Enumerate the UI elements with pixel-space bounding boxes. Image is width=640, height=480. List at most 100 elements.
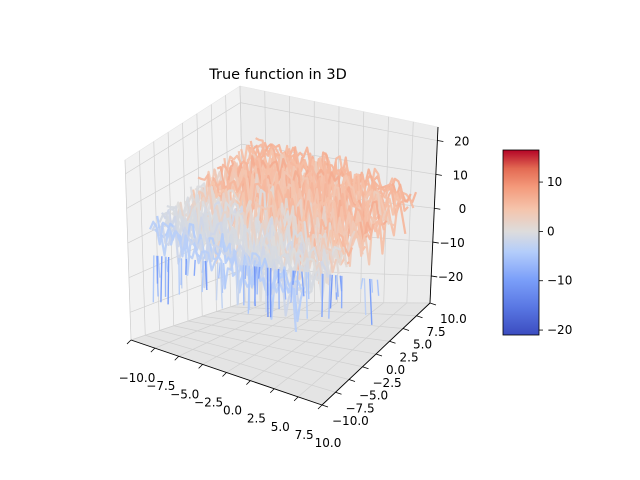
x-axis-tick-label: −2.5 xyxy=(194,395,223,409)
y-axis-tick-label: 7.5 xyxy=(427,325,446,339)
surface-strand xyxy=(152,255,155,303)
y-axis-tick-label: −7.5 xyxy=(346,401,375,415)
surface-strand xyxy=(321,273,324,318)
y-axis-tick-label: −10.0 xyxy=(332,414,369,428)
colorbar-tick-label: 0 xyxy=(547,224,555,238)
surface-strand xyxy=(370,279,374,293)
surface-strand xyxy=(151,222,300,317)
surface-strand xyxy=(148,220,298,333)
x-axis-tick-mark xyxy=(198,364,203,369)
x-axis-tick-label: 10.0 xyxy=(315,436,342,450)
colorbar-tick-label: 10 xyxy=(547,175,562,189)
x-axis-tick-mark xyxy=(150,347,156,353)
colorbar-gradient xyxy=(502,149,540,336)
x-axis-tick-mark xyxy=(126,339,132,345)
surface-strand xyxy=(296,271,299,296)
surface-strand xyxy=(215,262,219,301)
z-axis-tick-mark xyxy=(437,140,444,142)
z-axis-tick-mark xyxy=(435,173,442,176)
surface-strand xyxy=(256,266,259,295)
x-axis-tick-mark xyxy=(222,372,227,377)
surface-strand xyxy=(219,262,223,309)
colorbar-tick-label: −20 xyxy=(547,323,572,337)
surface-strand xyxy=(292,270,297,281)
surface-plot xyxy=(148,137,418,333)
surface-strand xyxy=(167,257,170,305)
surface-strand xyxy=(253,266,258,305)
surface-strand xyxy=(369,278,373,325)
z-grid-line xyxy=(126,143,436,209)
x-axis-tick-label: −10.0 xyxy=(119,371,156,385)
colorbar: 10 0 −10 −20 xyxy=(502,149,572,337)
x-grid-line xyxy=(406,121,414,303)
surface-strand xyxy=(204,260,208,291)
y-grid-line xyxy=(244,301,431,304)
x-axis-ticks: −10.0−7.5−5.0−2.50.0 2.5 5.0 7.510.0 xyxy=(119,339,342,450)
y-axis-tick-mark xyxy=(348,379,356,382)
surface-strand xyxy=(305,271,308,319)
surface-strand xyxy=(363,278,367,316)
z-axis-tick-label: −20 xyxy=(438,270,463,284)
y-axis-tick-mark xyxy=(429,302,437,306)
z-axis-tick-label: −10 xyxy=(439,236,464,250)
surface-strand xyxy=(193,259,196,276)
z-grid-line xyxy=(125,102,438,175)
x-axis-tick-mark xyxy=(174,355,180,361)
y-grid-line xyxy=(216,311,404,329)
surface-strand xyxy=(247,265,250,314)
x-axis-tick-mark xyxy=(293,396,299,402)
surface-strand xyxy=(376,279,380,296)
surface-strand xyxy=(157,255,161,278)
y-axis-tick-mark xyxy=(321,404,329,408)
y-axis-tick-mark xyxy=(375,353,383,357)
surface-strand xyxy=(244,265,247,279)
surface-strand xyxy=(283,269,287,300)
y-grid-line xyxy=(124,159,132,341)
surface-strand xyxy=(301,271,305,297)
colorbar-ticks: 10 0 −10 −20 xyxy=(539,175,572,337)
x-axis-tick-label: −5.0 xyxy=(170,387,199,401)
y-axis-tick-label: 2.5 xyxy=(400,350,419,364)
x-axis-tick-label: 2.5 xyxy=(247,412,266,426)
surface-strand xyxy=(360,278,364,290)
surface-strand xyxy=(290,270,294,303)
surface-strand xyxy=(257,266,261,279)
surface-strand xyxy=(160,256,163,303)
surface-strand xyxy=(235,264,239,306)
y-grid-line xyxy=(139,150,146,336)
x-grid-line xyxy=(274,302,384,390)
surface-strand xyxy=(166,204,316,293)
x-grid-line xyxy=(250,302,361,381)
y-axis-tick-label: 10.0 xyxy=(440,312,467,326)
surface-strand xyxy=(329,274,333,309)
y-axis-tick-label: −5.0 xyxy=(359,389,388,403)
surface-strand xyxy=(201,260,205,293)
surface-strand xyxy=(339,275,343,292)
x-axis-tick-mark xyxy=(246,380,251,385)
surface-strand xyxy=(158,211,308,294)
y-axis-tick-mark xyxy=(335,391,342,395)
x-axis-tick-mark xyxy=(269,388,275,394)
z-axis-tick-mark xyxy=(431,275,438,278)
z-axis-tick-mark xyxy=(434,207,441,210)
x-axis-tick-mark xyxy=(317,404,323,410)
y-axis-tick-label: −2.5 xyxy=(373,376,402,390)
z-axis-tick-label: 20 xyxy=(454,135,469,149)
z-axis-tick-mark xyxy=(432,241,439,244)
surface-strand xyxy=(222,262,227,289)
surface-strand xyxy=(237,264,241,305)
surface-strand xyxy=(292,270,295,285)
surface-strand xyxy=(165,256,169,273)
y-axis-tick-mark xyxy=(362,366,369,370)
y-axis-tick-mark xyxy=(416,315,423,319)
surface-strand xyxy=(335,275,338,293)
x-axis-tick-label: −7.5 xyxy=(146,379,175,393)
z-axis-ticks: 20 10 0 −10 −20 xyxy=(431,135,469,284)
surface-strand xyxy=(328,274,331,319)
z-axis-line xyxy=(429,126,439,304)
x-grid-line xyxy=(297,302,408,398)
chart-title: True function in 3D xyxy=(208,67,346,83)
y-grid-line xyxy=(230,306,417,317)
y-axis-tick-label: 0.0 xyxy=(386,363,405,377)
